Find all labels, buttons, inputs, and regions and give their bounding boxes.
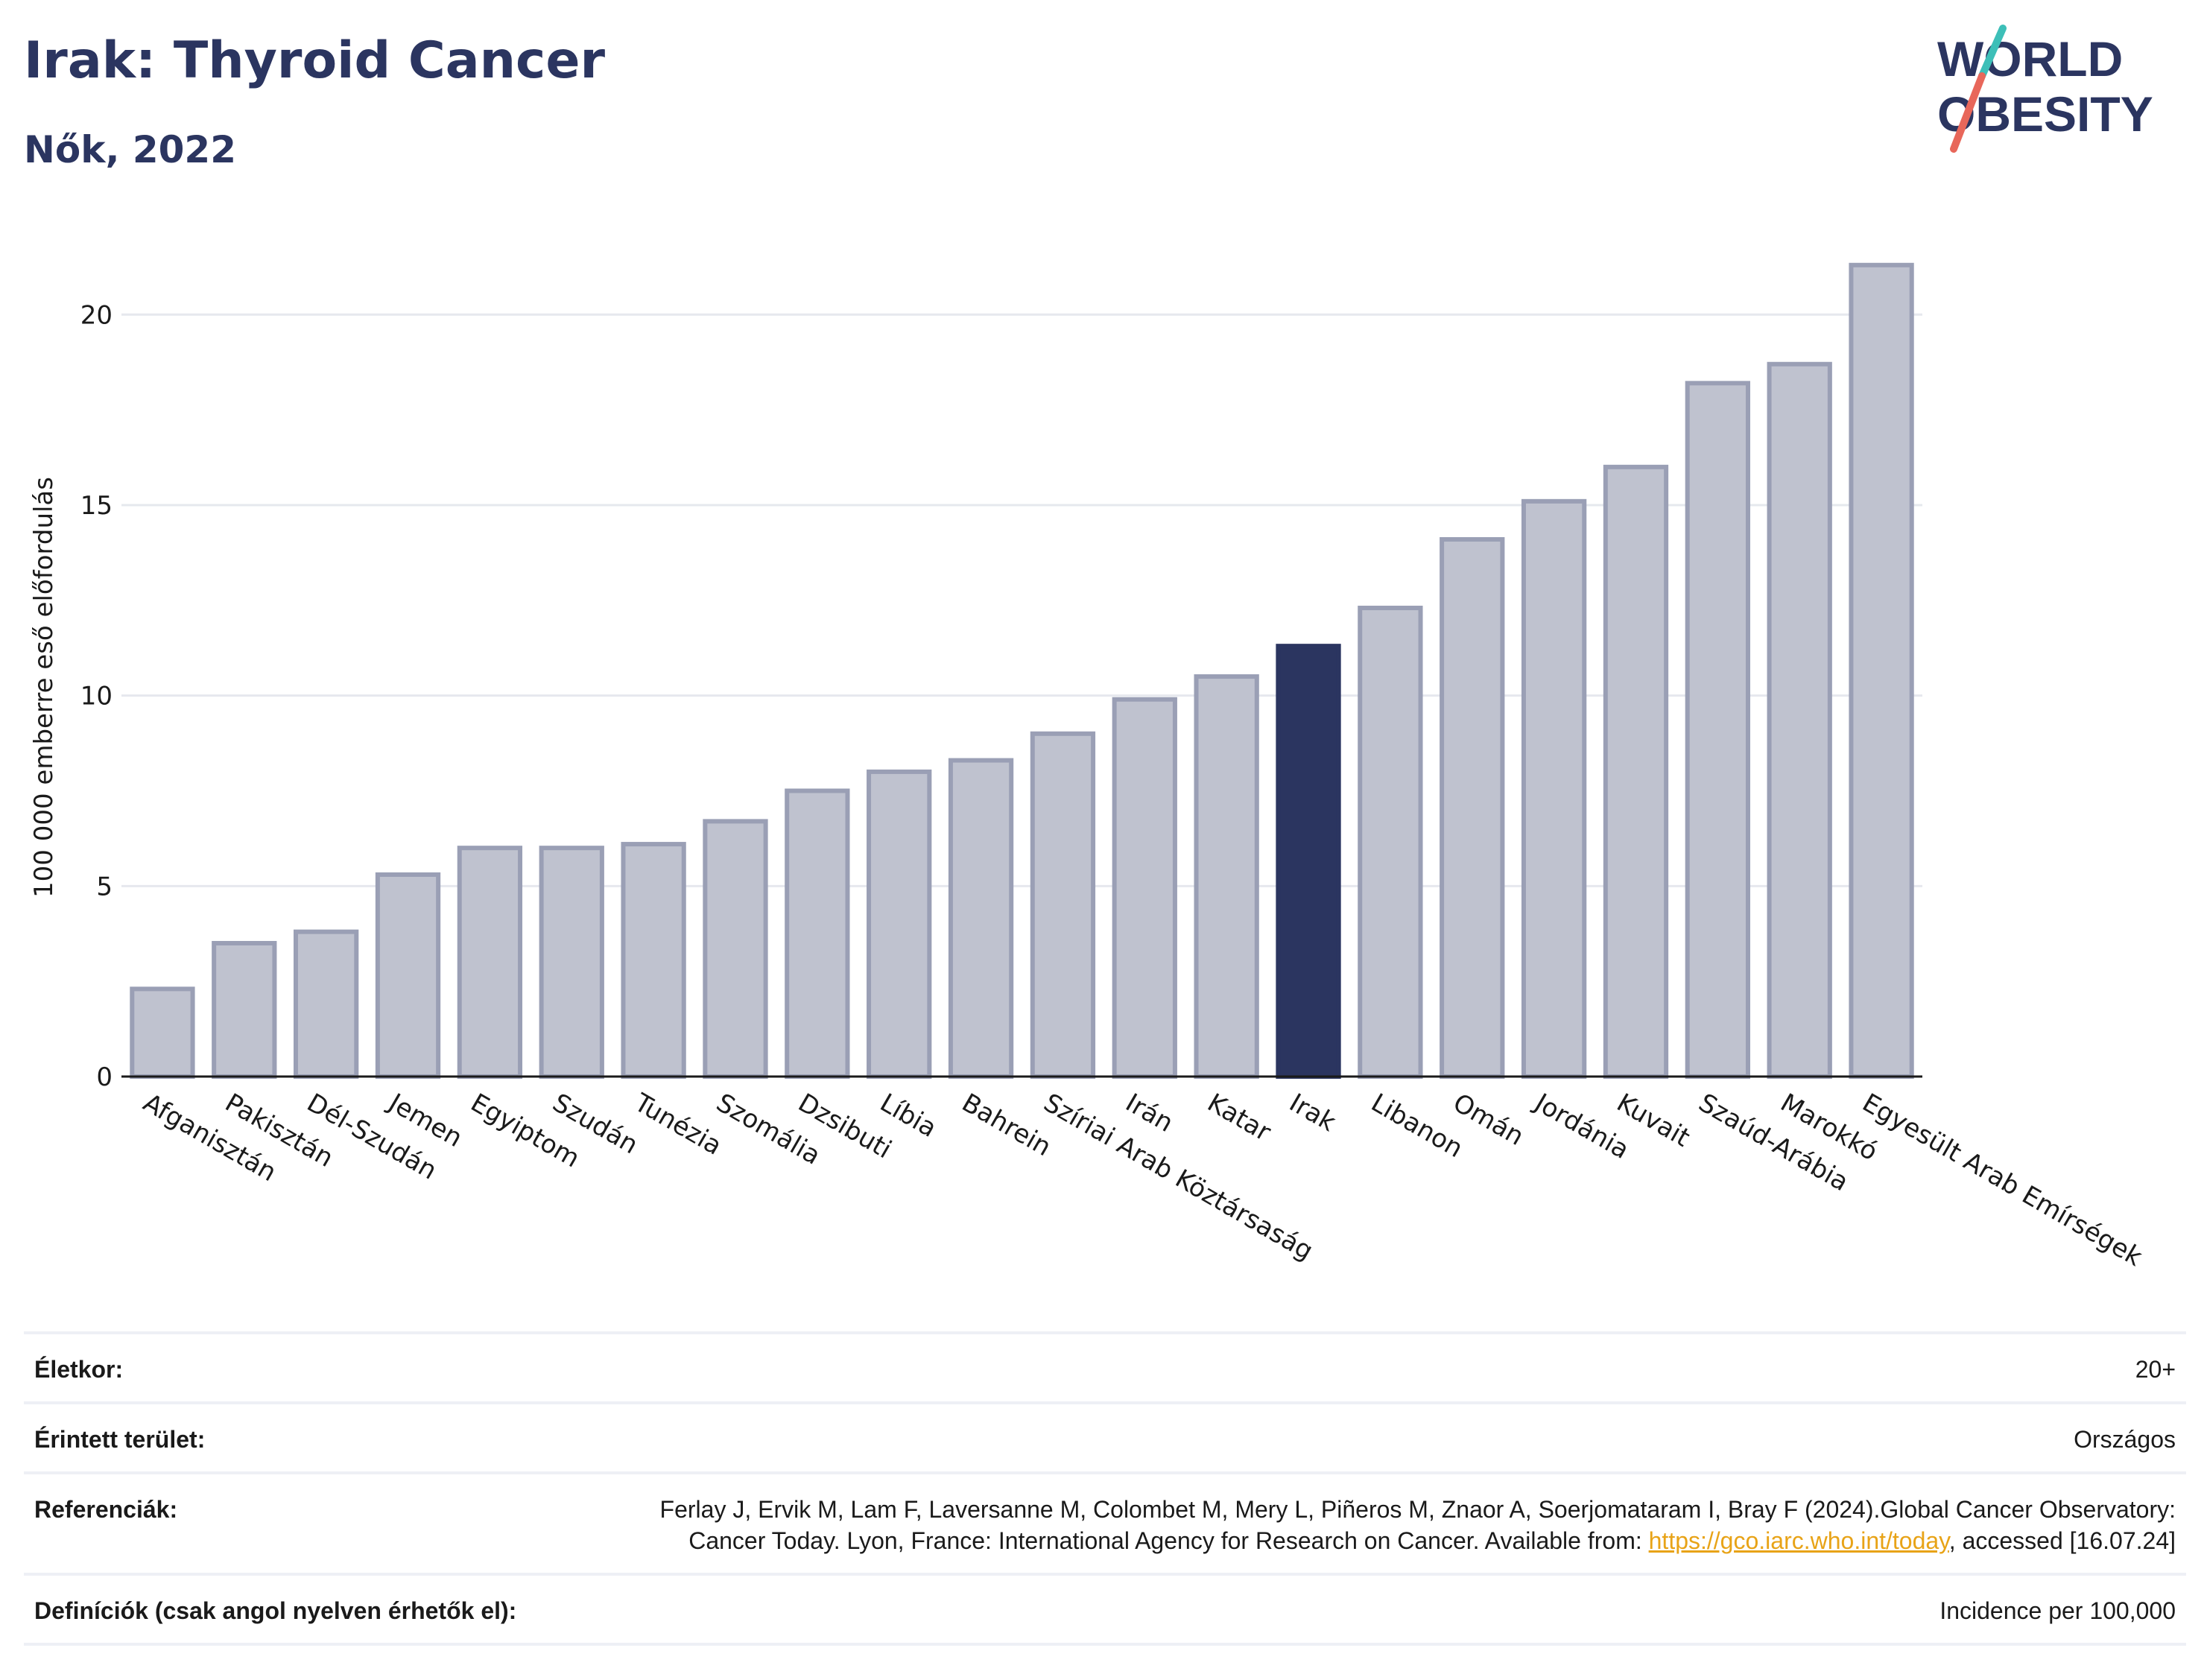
info-table: Életkor: 20+ Érintett terület: Országos … — [24, 1331, 2186, 1646]
bar-líbia[interactable] — [867, 769, 932, 1080]
age-label: Életkor: — [34, 1356, 124, 1383]
x-tick-label: Bahrein — [957, 1088, 1056, 1162]
x-tick-label: Jordánia — [1528, 1087, 1634, 1165]
info-row-area: Érintett terület: Országos — [24, 1401, 2186, 1471]
bar-irán[interactable] — [1112, 697, 1177, 1079]
logo-slash-coral — [1950, 72, 1986, 153]
bar-dél-szudán[interactable] — [294, 929, 359, 1079]
info-row-age: Életkor: 20+ — [24, 1331, 2186, 1401]
bar-irak[interactable] — [1276, 644, 1341, 1079]
references-label: Referenciák: — [34, 1496, 178, 1523]
y-axis-label: 100 000 emberre eső előfordulás — [29, 477, 59, 898]
y-tick-label: 10 — [80, 682, 113, 711]
y-tick-label: 15 — [80, 491, 113, 521]
x-tick-label: Tunézia — [629, 1088, 727, 1161]
area-value: Országos — [2074, 1426, 2176, 1453]
references-link[interactable]: https://gco.iarc.who.int/today — [1648, 1527, 1949, 1554]
bar-dzsibuti[interactable] — [785, 788, 850, 1080]
definitions-label: Definíciók (csak angol nyelven érhetők e… — [34, 1597, 517, 1624]
bar-katar[interactable] — [1194, 674, 1259, 1079]
bar-szaúd-arábia[interactable] — [1685, 381, 1750, 1079]
bar-szudán[interactable] — [539, 846, 604, 1079]
bar-tunézia[interactable] — [621, 842, 686, 1079]
bar-libanon[interactable] — [1358, 606, 1423, 1079]
chart-title: Irak: Thyroid Cancer — [24, 31, 606, 90]
references-text: Ferlay J, Ervik M, Lam F, Laversanne M, … — [659, 1496, 2176, 1554]
x-tick-label: Katar — [1203, 1088, 1276, 1147]
bar-pakisztán[interactable] — [212, 941, 277, 1079]
bar-kuvait[interactable] — [1603, 464, 1669, 1079]
age-value: 20+ — [2135, 1356, 2176, 1383]
area-label: Érintett terület: — [34, 1426, 206, 1453]
references-accessed: , accessed [16.07.24] — [1948, 1527, 2176, 1554]
bar-marokkó[interactable] — [1767, 361, 1832, 1079]
x-tick-labels: AfganisztánPakisztánDél-SzudánJemenEgyip… — [138, 1087, 2147, 1272]
logo-slash-teal — [1978, 25, 2007, 80]
bar-szíriai-arab-köztársaság[interactable] — [1030, 731, 1096, 1079]
chart-subtitle: Nők, 2022 — [24, 128, 237, 171]
y-tick-label: 5 — [96, 872, 113, 901]
bar-egyiptom[interactable] — [457, 846, 523, 1079]
y-tick-labels: 0 5 10 15 20 — [80, 300, 113, 1092]
references-value: Ferlay J, Ervik M, Lam F, Laversanne M, … — [648, 1494, 2176, 1556]
bar-bahrein[interactable] — [948, 758, 1014, 1079]
bars — [130, 262, 1914, 1080]
world-obesity-logo: WORLD OBESITY — [1937, 25, 2153, 153]
y-tick-label: 0 — [96, 1062, 113, 1092]
bar-szomália[interactable] — [703, 819, 768, 1079]
bar-chart: 0 5 10 15 20 AfganisztánPakisztánDél-SzudánJ… — [29, 262, 2147, 1272]
x-tick-label: Libanon — [1366, 1088, 1468, 1164]
logo-line-1: WORLD — [1937, 31, 2123, 86]
info-row-references: Referenciák: Ferlay J, Ervik M, Lam F, L… — [24, 1471, 2186, 1573]
x-tick-label: Szíriai Arab Köztársaság — [1039, 1088, 1318, 1267]
bar-jemen[interactable] — [375, 872, 441, 1080]
y-tick-label: 20 — [80, 300, 113, 330]
definitions-value: Incidence per 100,000 — [1939, 1597, 2176, 1624]
info-row-definitions: Definíciók (csak angol nyelven érhetők e… — [24, 1573, 2186, 1646]
bar-egyesült-arab-emírségek[interactable] — [1849, 262, 1914, 1080]
x-tick-label: Irak — [1285, 1088, 1341, 1138]
bar-jordánia[interactable] — [1521, 498, 1587, 1080]
x-tick-label: Egyesült Arab Emírségek — [1858, 1088, 2147, 1272]
bar-afganisztán[interactable] — [130, 986, 195, 1079]
bar-omán[interactable] — [1440, 536, 1505, 1079]
